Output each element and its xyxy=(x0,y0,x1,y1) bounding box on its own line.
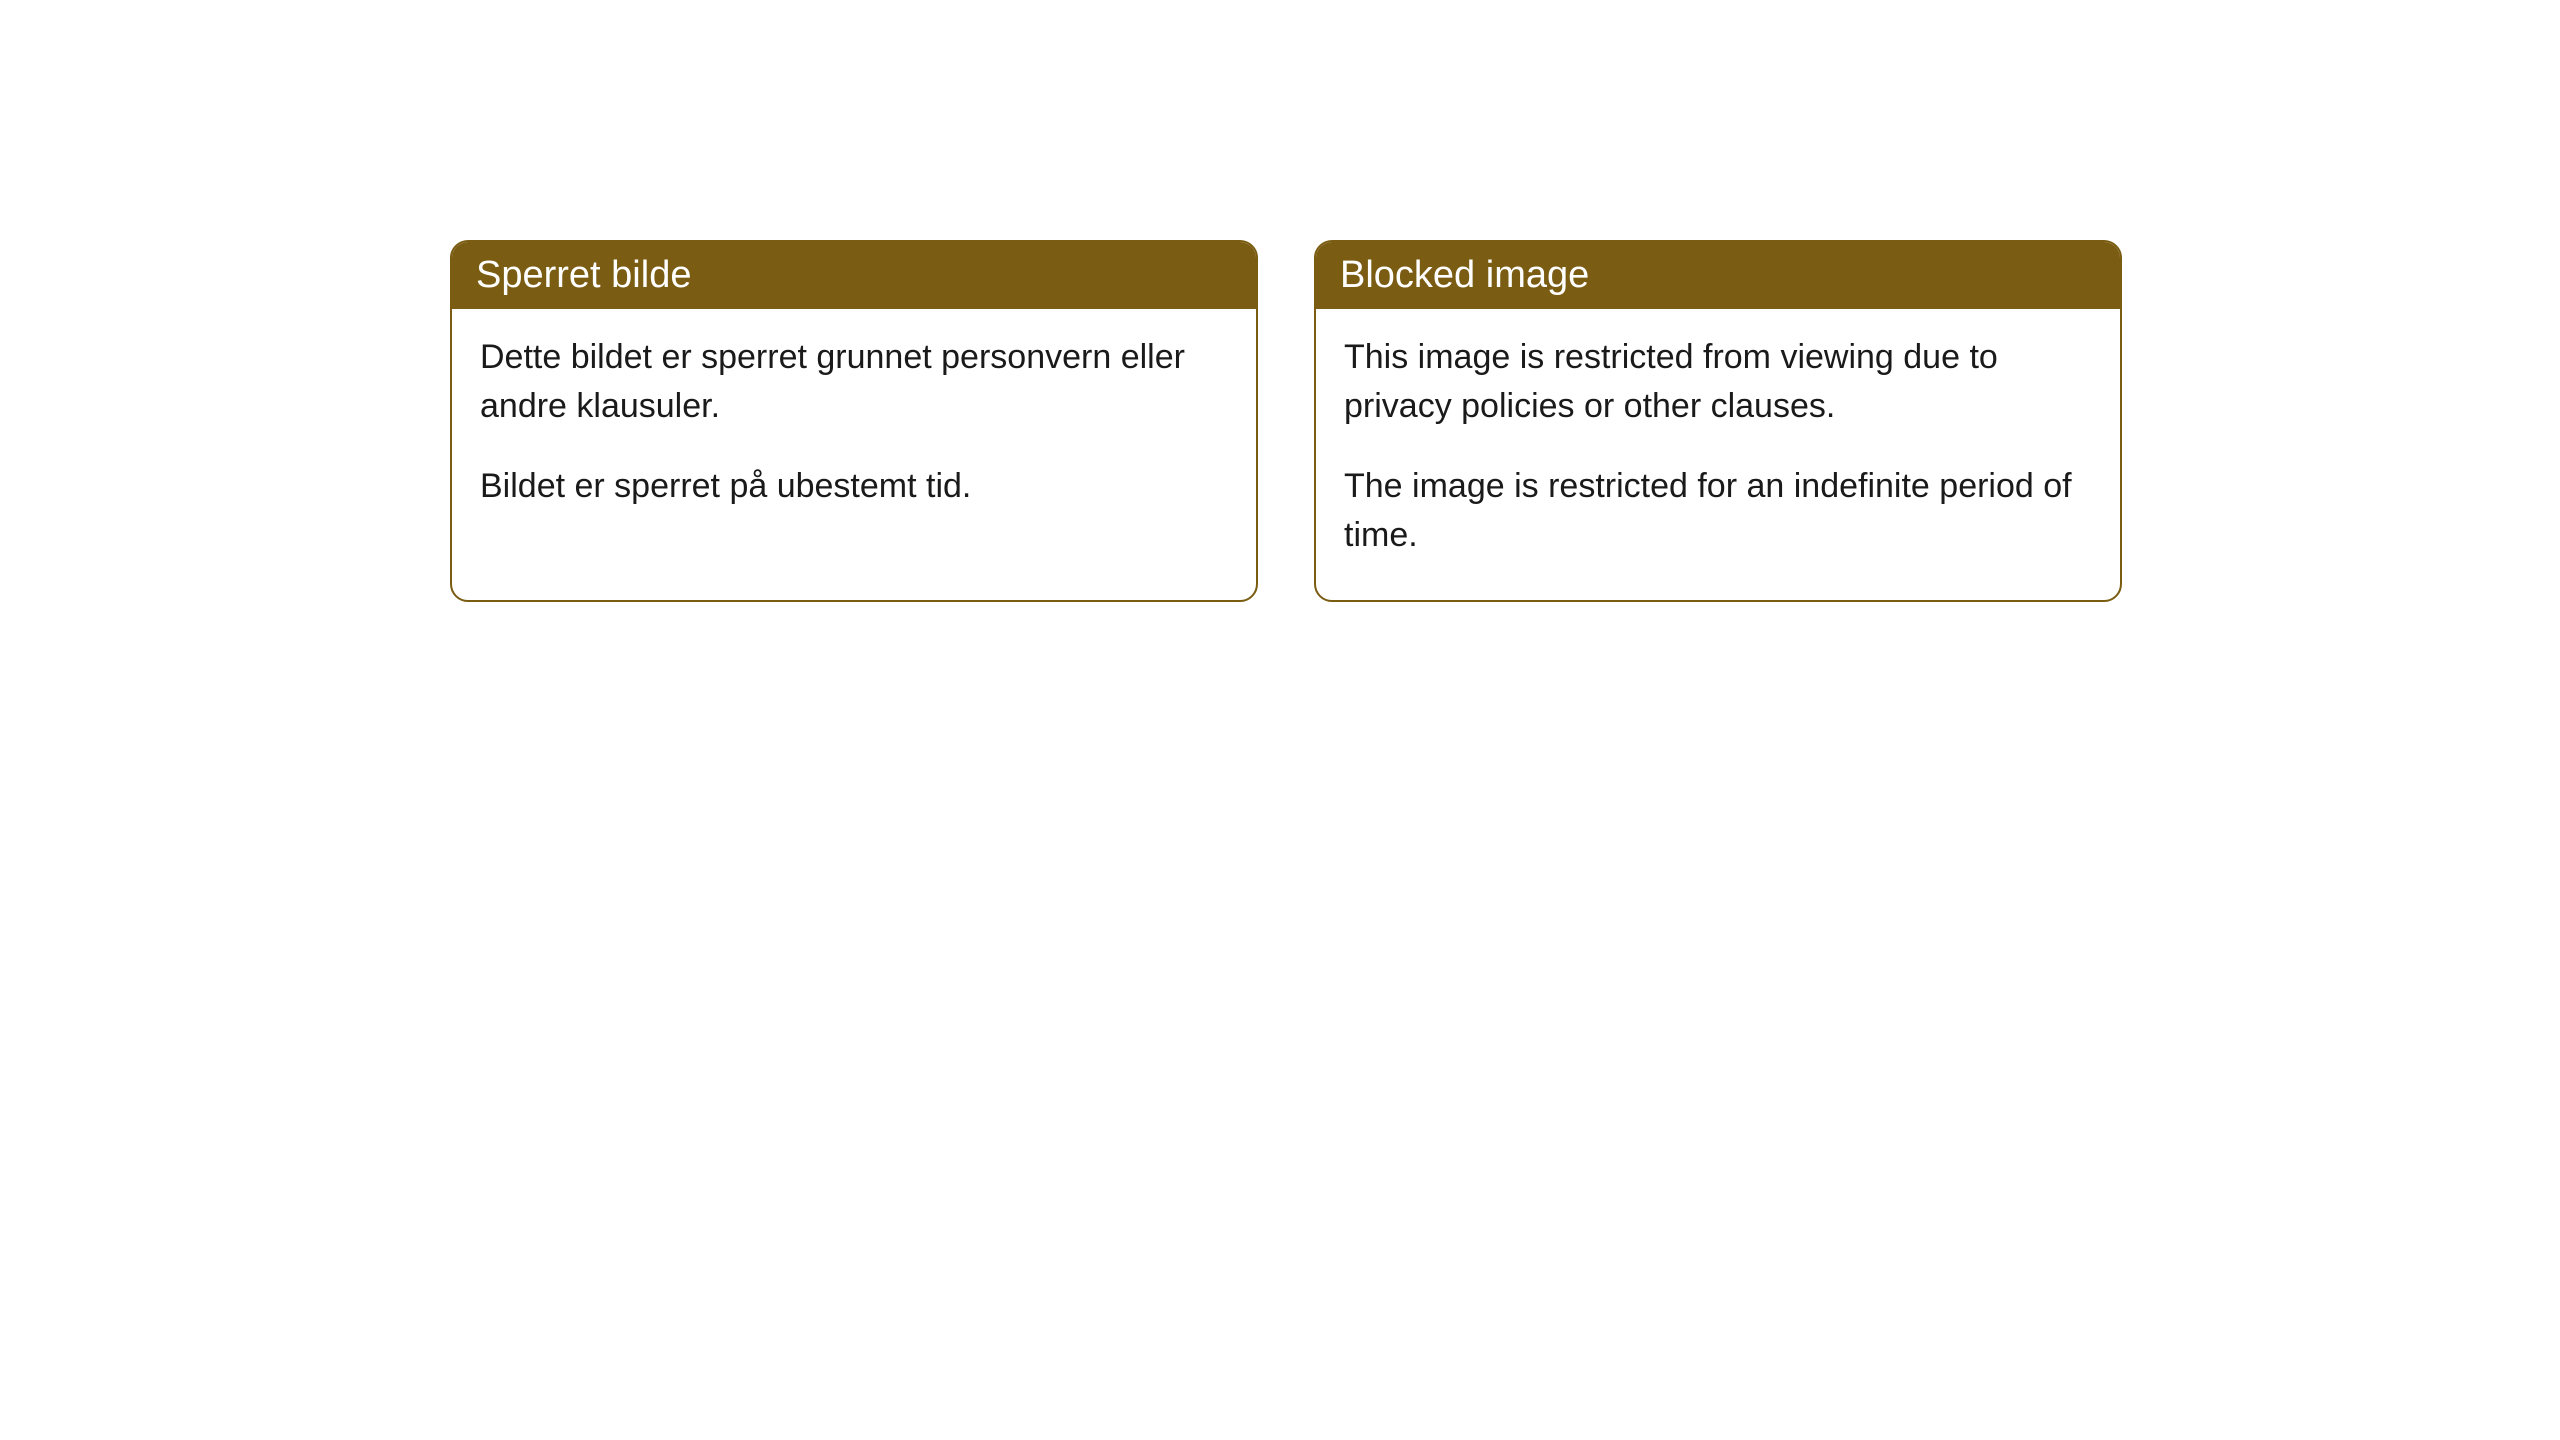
notice-body: Dette bildet er sperret grunnet personve… xyxy=(452,309,1256,551)
notice-paragraph: The image is restricted for an indefinit… xyxy=(1344,462,2092,561)
notice-title: Sperret bilde xyxy=(476,254,691,296)
notice-paragraph: Bildet er sperret på ubestemt tid. xyxy=(480,462,1228,511)
notice-cards-container: Sperret bilde Dette bildet er sperret gr… xyxy=(450,240,2122,602)
notice-header: Sperret bilde xyxy=(452,242,1256,309)
notice-card-english: Blocked image This image is restricted f… xyxy=(1314,240,2122,602)
notice-title: Blocked image xyxy=(1340,254,1589,296)
notice-paragraph: This image is restricted from viewing du… xyxy=(1344,333,2092,432)
notice-paragraph: Dette bildet er sperret grunnet personve… xyxy=(480,333,1228,432)
notice-body: This image is restricted from viewing du… xyxy=(1316,309,2120,600)
notice-card-norwegian: Sperret bilde Dette bildet er sperret gr… xyxy=(450,240,1258,602)
notice-header: Blocked image xyxy=(1316,242,2120,309)
